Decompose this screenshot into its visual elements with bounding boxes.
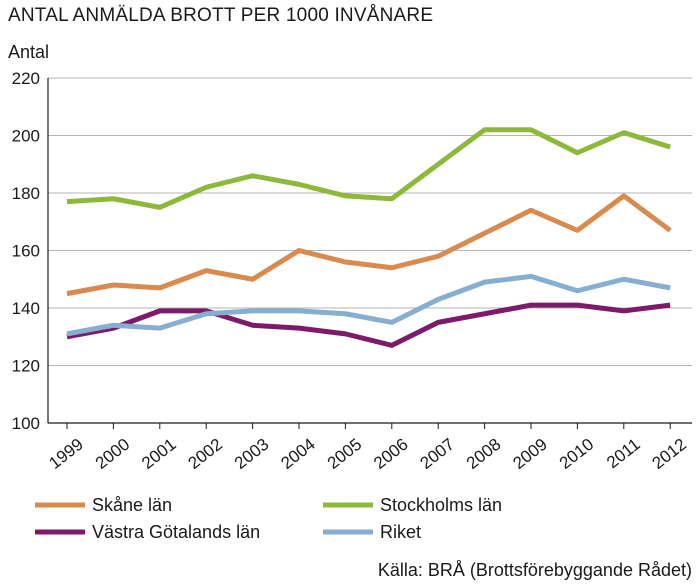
x-tick-label: 2009 [509,435,551,473]
source-note: Källa: BRÅ (Brottsförebyggande Rådet) [377,560,692,580]
x-tick-label: 2002 [185,435,227,473]
x-tick-label: 2011 [603,435,644,472]
x-tick-label: 2000 [92,435,134,473]
x-tick-label: 2008 [463,435,505,473]
series-line [66,127,671,210]
series-line [66,193,672,297]
y-tick-label: 200 [12,127,40,146]
y-tick-label: 120 [12,357,40,376]
x-tick-label: 2010 [556,435,598,473]
legend-label: Skåne län [92,495,172,515]
legend-label: Stockholms län [380,495,502,515]
x-tick-label: 2003 [231,435,273,473]
y-axis-label: Antal [8,42,49,62]
y-tick-label: 140 [12,299,40,318]
x-tick-label: 2007 [417,435,459,473]
x-tick-label: 2005 [324,435,366,473]
x-tick-label: 2001 [138,435,180,473]
legend-label: Riket [380,522,421,542]
series-line [66,302,671,348]
axes [47,78,692,424]
x-tick-label: 2006 [370,435,412,473]
series-line [66,273,671,337]
gridlines [48,77,692,366]
y-tick-label: 100 [12,414,40,433]
x-tick-label: 2012 [649,435,691,473]
y-tick-label: 180 [12,184,40,203]
x-tick-label: 1999 [45,435,87,473]
legend-label: Västra Götalands län [92,522,260,542]
chart-title: ANTAL ANMÄLDA BROTT PER 1000 INVÅNARE [8,5,434,26]
y-tick-label: 160 [12,242,40,261]
y-axis-ticks: 100 120 140 160 180 200 220 [12,69,40,433]
x-axis-ticks: 1999 2000 2001 2002 2003 2004 2005 2006 2007 2008… [45,423,690,473]
y-tick-label: 220 [12,69,40,88]
series-lines [66,127,672,348]
legend: Skåne län Stockholms län Västra Götalands … [35,495,502,542]
x-tick-label: 2004 [277,435,319,473]
